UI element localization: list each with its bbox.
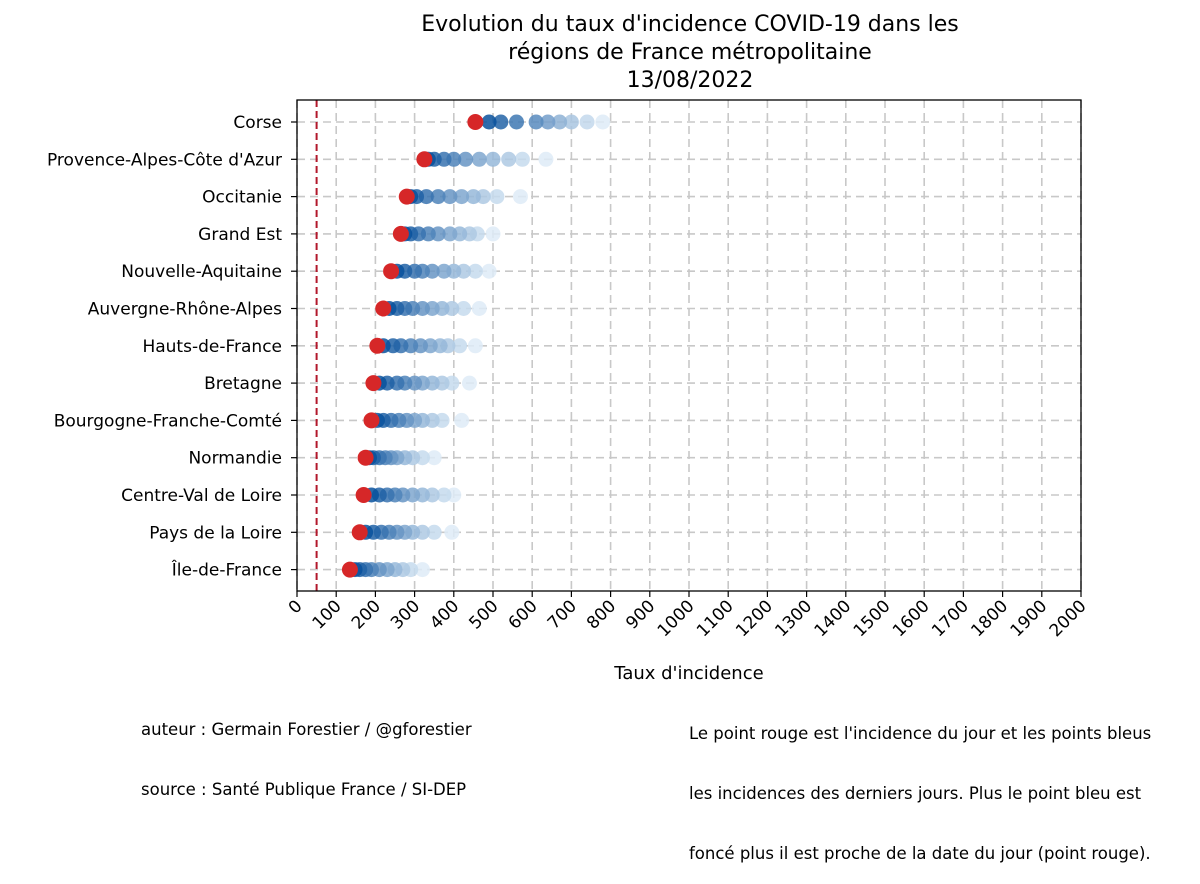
history-point [467,263,483,279]
today-point [355,487,372,503]
y-tick-label: Bretagne [204,374,282,394]
x-tick-label: 1900 [1007,596,1052,641]
author-note: auteur : Germain Forestier / @gforestier… [141,680,472,820]
chart: Evolution du taux d'incidence COVID-19 d… [47,12,1091,684]
today-point [467,114,484,130]
author-line: auteur : Germain Forestier / @gforestier [141,720,472,739]
history-point [426,524,442,540]
history-point [540,114,556,130]
x-tick-label: 1000 [654,596,699,641]
y-tick-label: Bourgogne-Franche-Comté [54,411,282,431]
history-point [528,114,544,130]
x-tick-label: 100 [309,596,346,633]
x-tick-label: 0 [285,596,307,618]
history-point [458,151,474,167]
legend-note-line: les incidences des derniers jours. Plus … [689,784,1142,803]
today-point [341,561,358,578]
today-point [365,375,382,392]
today-point [392,225,409,242]
history-point [481,263,497,279]
x-tick-label: 1800 [967,596,1012,641]
history-point [595,114,611,130]
history-point [442,226,458,242]
today-point [363,412,380,429]
history-point [452,338,468,354]
x-tick-label: 200 [348,596,385,633]
x-axis: 0 100 200 300 400 500 600 700 800 900100011001200… [285,591,1091,641]
history-point [436,487,452,503]
history-point [563,114,579,130]
x-tick-label: 1400 [811,596,856,641]
history-point [436,263,452,279]
history-point [493,114,509,130]
x-tick-label: 2000 [1046,596,1091,641]
today-point [375,300,392,317]
today-point [383,263,400,280]
chart-title-line-1: Evolution du taux d'incidence COVID-19 d… [421,12,959,37]
x-tick-label: 1700 [928,596,973,641]
x-tick-label: 1300 [771,596,816,641]
history-point [456,301,472,316]
y-tick-label: Auvergne-Rhône-Alpes [88,300,282,320]
source-line: source : Santé Publique France / SI-DEP [141,780,467,799]
history-point [485,226,501,242]
y-tick-label: Centre-Val de Loire [121,486,282,506]
x-axis-label: Taux d'incidence [613,663,763,684]
x-tick-label: 500 [465,596,502,633]
y-axis: Corse Provence-Alpes-Côte d'Azur Occitanie… [47,113,297,581]
x-tick-label: 1600 [889,596,934,641]
history-point [512,189,528,205]
x-tick-label: 1100 [693,596,738,641]
history-point [509,114,525,130]
x-tick-label: 300 [387,596,424,633]
history-point [514,151,530,167]
x-tick-label: 700 [544,596,581,633]
today-point [398,188,415,205]
x-tick-label: 400 [426,596,463,633]
history-point [454,189,470,205]
history-point [426,450,442,466]
history-point [471,151,487,167]
y-tick-label: Île-de-France [171,559,282,581]
history-point [454,412,470,428]
x-tick-label: 600 [505,596,542,633]
today-point [416,151,433,168]
history-point [485,151,501,167]
history-point [467,338,483,354]
x-tick-label: 800 [583,596,620,633]
history-point [552,114,568,130]
y-tick-label: Normandie [188,449,282,469]
history-point [489,189,505,205]
chart-title-line-3: 13/08/2022 [627,68,754,93]
y-tick-label: Provence-Alpes-Côte d'Azur [47,150,282,170]
y-tick-label: Nouvelle-Aquitaine [121,262,282,282]
history-point [538,151,554,167]
history-point [414,562,430,578]
y-tick-label: Hauts-de-France [142,337,282,357]
today-point [357,449,374,466]
x-tick-label: 1500 [850,596,895,641]
chart-title-line-2: régions de France métropolitaine [508,40,872,65]
chart-title: Evolution du taux d'incidence COVID-19 d… [421,12,959,93]
y-tick-label: Occitanie [202,188,282,208]
history-point [461,375,477,391]
y-tick-label: Pays de la Loire [149,523,282,543]
history-point [471,301,487,316]
history-point [430,189,446,205]
y-tick-label: Corse [233,113,282,133]
history-point [481,114,497,130]
y-tick-label: Grand Est [198,225,282,245]
history-point [465,189,481,205]
history-point [501,151,517,167]
today-point [369,337,386,354]
history-point [442,189,458,205]
legend-note-line: foncé plus il est proche de la date du j… [689,844,1151,863]
today-point [351,524,368,541]
data-points [341,114,611,578]
x-tick-label: 1200 [732,596,777,641]
history-point [444,524,460,540]
legend-note-line: Le point rouge est l'incidence du jour e… [689,724,1152,743]
legend-note: Le point rouge est l'incidence du jour e… [689,684,1151,884]
history-point [579,114,595,130]
